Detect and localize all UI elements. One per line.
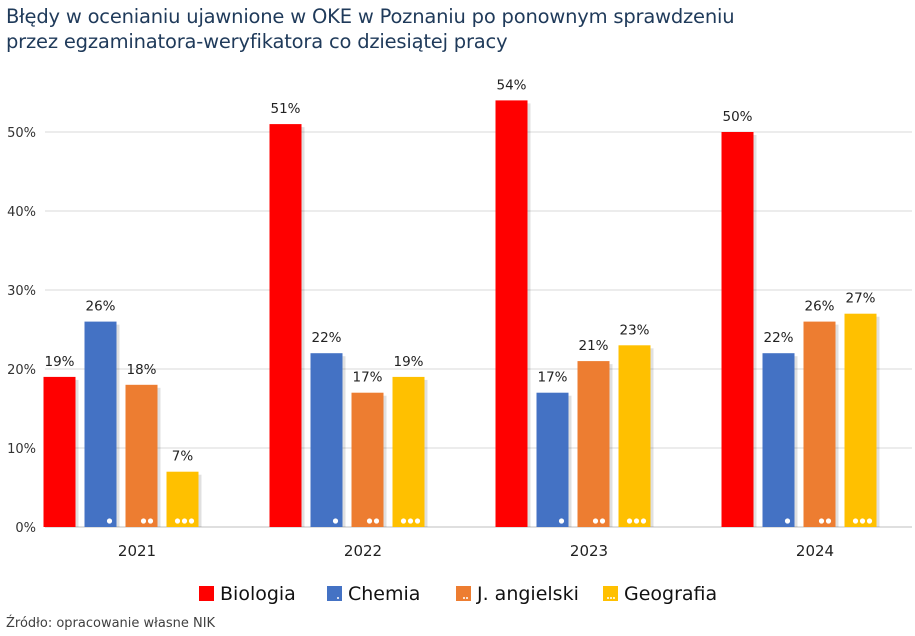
y-tick-label: 20%: [7, 363, 36, 378]
bar-geografia-2022: [392, 376, 425, 527]
bar-biologia-2023: [495, 100, 528, 528]
pattern-dot: [181, 518, 188, 524]
pattern-dot: [373, 518, 380, 524]
pattern-dot: [592, 518, 599, 524]
data-label: 26%: [85, 299, 115, 315]
data-label: 22%: [311, 330, 341, 346]
legend-label: Chemia: [348, 583, 420, 605]
pattern-dot: [818, 518, 825, 524]
legend-label: J. angielski: [476, 583, 579, 605]
data-label: 54%: [496, 77, 526, 93]
source-note: Źródło: opracowanie własne NIK: [6, 616, 216, 631]
x-tick-label: 2021: [118, 542, 156, 560]
chart-title: Błędy w ocenianiu ujawnione w OKE w Pozn…: [6, 4, 735, 54]
y-tick-label: 30%: [7, 284, 36, 299]
legend-swatch: [199, 586, 214, 601]
data-label: 51%: [270, 101, 300, 117]
data-label: 26%: [804, 299, 834, 315]
legend-label: Geografia: [624, 583, 717, 605]
bar-geografia-2024: [844, 313, 877, 527]
legend-swatch: [327, 586, 342, 601]
pattern-dot: [414, 518, 421, 524]
data-label: 7%: [172, 449, 194, 465]
pattern-dot: [188, 518, 195, 524]
bar-j-angielski-2021: [125, 384, 158, 527]
bar-chemia-2021: [84, 321, 117, 527]
bar-chemia-2023: [536, 392, 569, 527]
bar-geografia-2021: [166, 471, 199, 527]
pattern-dot: [147, 518, 154, 524]
pattern-dot: [407, 518, 414, 524]
y-tick-label: 0%: [15, 521, 36, 536]
pattern-dot: [852, 518, 859, 524]
bar-chemia-2024: [762, 353, 795, 527]
bar-biologia-2021: [43, 376, 76, 527]
legend-pattern-dot: [613, 597, 615, 599]
bar-j-angielski-2023: [577, 361, 610, 527]
pattern-dot: [866, 518, 873, 524]
legend-pattern-dot: [466, 597, 468, 599]
bar-j-angielski-2024: [803, 321, 836, 527]
pattern-dot: [140, 518, 147, 524]
title-line-1: Błędy w ocenianiu ujawnione w OKE w Pozn…: [6, 5, 735, 28]
y-tick-label: 10%: [7, 442, 36, 457]
legend-pattern-dot: [463, 597, 465, 599]
title-line-2: przez egzaminatora-weryfikatora co dzies…: [6, 30, 508, 53]
pattern-dot: [859, 518, 866, 524]
data-label: 22%: [763, 330, 793, 346]
data-label: 19%: [44, 354, 74, 370]
data-label: 50%: [722, 109, 752, 125]
legend-pattern-dot: [337, 597, 339, 599]
y-tick-label: 40%: [7, 205, 36, 220]
bar-j-angielski-2022: [351, 392, 384, 527]
bar-biologia-2024: [721, 132, 754, 527]
pattern-dot: [640, 518, 647, 524]
legend-pattern-dot: [607, 597, 609, 599]
x-tick-label: 2023: [570, 542, 608, 560]
data-label: 18%: [126, 362, 156, 378]
bar-biologia-2022: [269, 124, 302, 527]
data-label: 17%: [352, 370, 382, 386]
legend-label: Biologia: [220, 583, 296, 605]
data-label: 27%: [845, 291, 875, 307]
bar-geografia-2023: [618, 345, 651, 527]
data-label: 21%: [578, 338, 608, 354]
bar-chemia-2022: [310, 353, 343, 527]
pattern-dot: [784, 518, 791, 524]
x-tick-label: 2022: [344, 542, 382, 560]
pattern-dot: [366, 518, 373, 524]
x-tick-label: 2024: [796, 542, 834, 560]
data-label: 23%: [619, 322, 649, 338]
y-tick-label: 50%: [7, 126, 36, 141]
pattern-dot: [106, 518, 113, 524]
pattern-dot: [558, 518, 565, 524]
pattern-dot: [174, 518, 181, 524]
data-label: 19%: [393, 354, 423, 370]
pattern-dot: [825, 518, 832, 524]
pattern-dot: [633, 518, 640, 524]
data-label: 17%: [537, 370, 567, 386]
pattern-dot: [599, 518, 606, 524]
pattern-dot: [626, 518, 633, 524]
pattern-dot: [400, 518, 407, 524]
pattern-dot: [332, 518, 339, 524]
legend-pattern-dot: [610, 597, 612, 599]
